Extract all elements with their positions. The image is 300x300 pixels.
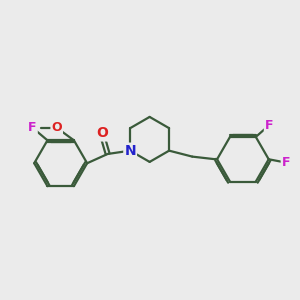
Text: O: O: [96, 127, 108, 140]
Text: F: F: [282, 156, 290, 169]
Text: F: F: [265, 119, 273, 132]
Text: F: F: [28, 121, 37, 134]
Text: N: N: [124, 144, 136, 158]
Text: O: O: [51, 121, 62, 134]
